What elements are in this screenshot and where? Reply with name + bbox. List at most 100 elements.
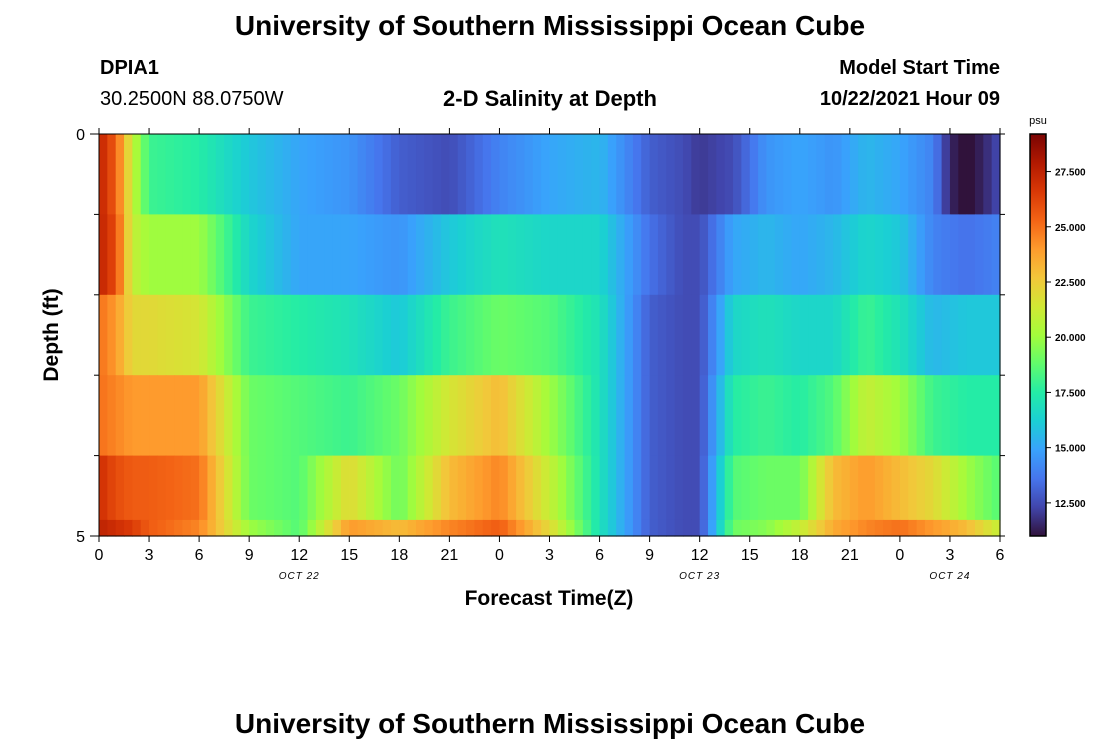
heatmap-cell [140,294,150,376]
heatmap-cell [224,294,234,376]
heatmap-cell [516,375,526,457]
heatmap-cell [115,134,125,215]
heatmap-cell [307,214,317,296]
heatmap-cell [357,519,367,537]
heatmap-cell [99,134,108,215]
heatmap-cell [274,375,284,457]
heatmap-cell [257,519,267,537]
heatmap-cell [324,375,334,457]
heatmap-cell [849,214,859,296]
heatmap-cell [524,375,534,457]
heatmap-cell [449,214,459,296]
heatmap-cell [524,294,534,376]
colorbar-tick-label: 12.500 [1055,499,1086,510]
heatmap-cell [390,519,400,537]
heatmap-cell [199,375,209,457]
colorbar: psu 27.500 25.000 22.500 20.000 17.500 15.000 1… [1029,115,1086,537]
heatmap-cell [774,519,784,537]
heatmap-cell [349,519,359,537]
heatmap-cell [733,214,742,296]
model-start-label: Model Start Time [839,57,1000,79]
heatmap-cell [899,455,909,521]
heatmap-cell [841,294,851,376]
heatmap-cell [682,455,692,521]
colorbar-unit: psu [1029,115,1047,127]
heatmap-cell [566,214,576,296]
heatmap-cell [265,455,275,521]
heatmap-cell [374,214,384,296]
heatmap-cell [416,455,425,521]
heatmap-cell [958,455,968,521]
heatmap-cell [966,214,976,296]
heatmap-cell [666,134,676,215]
heatmap-cell [766,519,776,537]
heatmap-cell [966,455,976,521]
heatmap-cell [441,519,450,537]
heatmap-cell [307,375,317,457]
heatmap-cell [99,375,108,457]
heatmap-cell [107,214,117,296]
heatmap-cell [574,214,584,296]
heatmap-cell [682,134,692,215]
heatmap-cell [507,375,517,457]
heatmap-cell [624,375,634,457]
heatmap-cell [257,214,267,296]
heatmap-cell [199,294,209,376]
heatmap-cell [991,455,1001,521]
heatmap-cell [382,519,392,537]
heatmap-cell [766,134,776,215]
heatmap-cell [824,455,834,521]
heatmap-cell [616,294,626,376]
heatmap-cell [466,455,476,521]
x-tick-label: 12 [691,547,709,564]
heatmap-cell [641,375,651,457]
heatmap-cell [591,519,601,537]
heatmap-cell [741,214,751,296]
heatmap-cell [816,294,826,376]
heatmap-cell [766,294,776,376]
heatmap-cell [557,294,567,376]
heatmap-cell [332,455,342,521]
x-tick-label: 9 [645,547,654,564]
heatmap-cell [332,134,342,215]
heatmap-cell [557,375,567,457]
heatmap-cell [666,294,676,376]
heatmap-cell [716,214,726,296]
heatmap-cell [182,134,192,215]
heatmap-cell [899,375,909,457]
heatmap-cell [733,294,742,376]
heatmap-cell [115,455,125,521]
heatmap-cell [674,134,684,215]
heatmap-cell [933,214,943,296]
heatmap-cell [591,214,601,296]
heatmap-cell [874,375,884,457]
heatmap-cell [849,134,859,215]
heatmap-cell [708,134,717,215]
heatmap-cell [641,455,651,521]
heatmap-cell [849,375,859,457]
heatmap-cell [432,134,442,215]
heatmap-cell [115,214,125,296]
heatmap-cell [749,519,759,537]
heatmap-cell [232,519,242,537]
heatmap-cell [549,134,559,215]
heatmap-cell [332,519,342,537]
heatmap-cell [657,294,667,376]
heatmap-cell [699,134,709,215]
heatmap-cell [507,214,517,296]
heatmap-cell [916,455,926,521]
heatmap-cell [541,134,551,215]
heatmap-cell [616,134,626,215]
heatmap-cell [365,519,375,537]
heatmap-cell [916,375,926,457]
heatmap-cell [357,375,367,457]
heatmap-cell [99,519,108,537]
heatmap-cell [941,455,951,521]
heatmap-cell [232,455,242,521]
heatmap-cell [499,519,509,537]
heatmap-cell [182,214,192,296]
heatmap-cell [699,294,709,376]
heatmap-cell [716,134,726,215]
heatmap-cell [916,519,926,537]
heatmap-cell [949,134,959,215]
